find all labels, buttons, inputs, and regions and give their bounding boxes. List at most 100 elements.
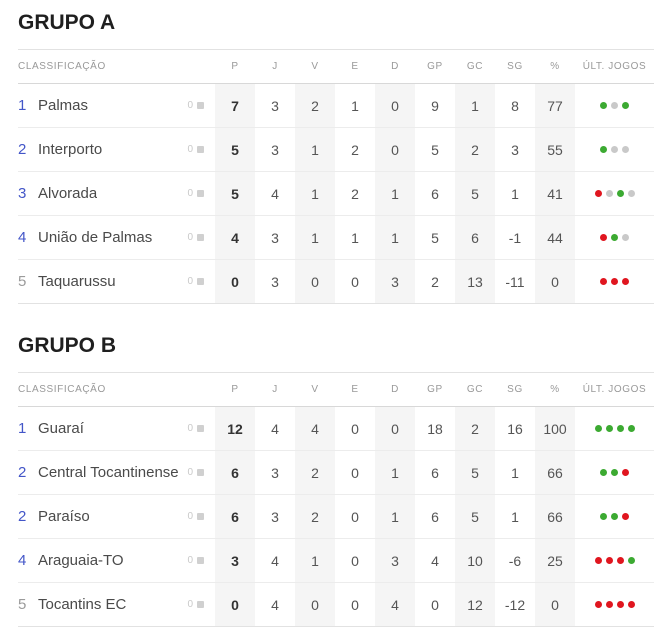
team-cell: 2 Central Tocantinense 0 — [18, 451, 215, 494]
team-name[interactable]: Araguaia-TO — [38, 552, 124, 569]
column-header-d: D — [391, 384, 399, 395]
team-row: 1 Palmas 0 7 3 2 1 0 9 1 8 77 — [18, 84, 654, 128]
stat-gc: 13 — [455, 260, 495, 303]
team-rank: 5 — [18, 273, 27, 290]
stat-e: 0 — [351, 552, 359, 569]
team-name[interactable]: Tocantins EC — [38, 596, 127, 613]
stat-gc: 6 — [455, 216, 495, 259]
position-variation: 0 — [187, 232, 215, 243]
win-dot — [611, 234, 618, 241]
team-rank: 1 — [18, 97, 27, 114]
stat-v: 0 — [295, 260, 335, 303]
stat-e: 0 — [351, 508, 359, 525]
win-dot — [600, 469, 607, 476]
loss-dot — [616, 601, 624, 608]
variation-value: 0 — [187, 232, 193, 243]
column-header-pct: % — [550, 61, 560, 72]
stat-p: 5 — [215, 128, 255, 171]
loss-dot — [622, 278, 629, 285]
stat-j: 3 — [271, 229, 279, 246]
stat-pct: 100 — [535, 407, 575, 450]
column-header-p: P — [231, 384, 239, 395]
win-dot — [611, 469, 618, 476]
last-games-dots — [575, 407, 654, 450]
variation-value: 0 — [187, 276, 193, 287]
column-header-j: J — [272, 384, 278, 395]
team-name[interactable]: União de Palmas — [38, 229, 153, 246]
win-dot — [616, 190, 624, 197]
stat-gc: 2 — [455, 128, 495, 171]
stat-e: 0 — [351, 273, 359, 290]
stat-sg: 8 — [511, 97, 519, 114]
column-header-gc: GC — [466, 61, 484, 72]
stat-j: 3 — [271, 273, 279, 290]
column-header-d: D — [391, 61, 399, 72]
variation-value: 0 — [187, 423, 193, 434]
variation-value: 0 — [187, 144, 193, 155]
stat-sg: 1 — [511, 508, 519, 525]
loss-dot — [594, 190, 602, 197]
loss-dot — [600, 278, 607, 285]
team-rank: 5 — [18, 596, 27, 613]
win-dot — [594, 425, 602, 432]
stat-gc: 1 — [455, 84, 495, 127]
stat-gc: 5 — [455, 495, 495, 538]
variation-value: 0 — [187, 599, 193, 610]
team-name[interactable]: Paraíso — [38, 508, 90, 525]
stat-d: 0 — [375, 84, 415, 127]
stat-gp: 6 — [431, 464, 439, 481]
no-change-icon — [197, 469, 204, 476]
team-name[interactable]: Palmas — [38, 97, 89, 114]
team-name[interactable]: Alvorada — [38, 185, 98, 202]
position-variation: 0 — [187, 467, 215, 478]
team-name[interactable]: Central Tocantinense — [38, 464, 179, 481]
team-cell: 5 Taquarussu 0 — [18, 260, 215, 303]
last-games-dots — [575, 451, 654, 494]
stat-pct: 66 — [535, 451, 575, 494]
draw-dot — [611, 146, 618, 153]
variation-value: 0 — [187, 100, 193, 111]
no-change-icon — [197, 146, 204, 153]
column-header-gp: GP — [427, 61, 443, 72]
win-dot — [622, 102, 629, 109]
stat-pct: 44 — [535, 216, 575, 259]
stat-sg: -1 — [508, 229, 522, 246]
stat-p: 4 — [215, 216, 255, 259]
no-change-icon — [197, 425, 204, 432]
column-header-last-games: ÚLT. JOGOS — [582, 384, 647, 395]
column-header-pct: % — [550, 384, 560, 395]
win-dot — [600, 102, 607, 109]
stat-gc: 12 — [455, 583, 495, 626]
stat-p: 3 — [215, 539, 255, 582]
stat-v: 1 — [295, 172, 335, 215]
stat-pct: 77 — [535, 84, 575, 127]
stat-gp: 5 — [431, 229, 439, 246]
stat-v: 0 — [295, 583, 335, 626]
stat-j: 4 — [271, 420, 279, 437]
team-cell: 2 Paraíso 0 — [18, 495, 215, 538]
stat-e: 0 — [351, 464, 359, 481]
team-rank: 2 — [18, 141, 27, 158]
stat-j: 4 — [271, 596, 279, 613]
stat-d: 3 — [375, 260, 415, 303]
stat-p: 7 — [215, 84, 255, 127]
position-variation: 0 — [187, 423, 215, 434]
team-name[interactable]: Guaraí — [38, 420, 84, 437]
stat-v: 4 — [295, 407, 335, 450]
stat-pct: 0 — [535, 260, 575, 303]
team-row: 4 Araguaia-TO 0 3 4 1 0 3 4 10 -6 25 — [18, 539, 654, 583]
stat-v: 2 — [295, 451, 335, 494]
stat-sg: 16 — [507, 420, 523, 437]
team-row: 2 Paraíso 0 6 3 2 0 1 6 5 1 66 — [18, 495, 654, 539]
stat-gp: 6 — [431, 508, 439, 525]
team-name[interactable]: Interporto — [38, 141, 103, 158]
stat-d: 4 — [375, 583, 415, 626]
no-change-icon — [197, 513, 204, 520]
column-header-v: V — [311, 61, 319, 72]
win-dot — [627, 557, 635, 564]
draw-dot — [605, 190, 613, 197]
stat-e: 2 — [351, 185, 359, 202]
stat-p: 12 — [215, 407, 255, 450]
team-name[interactable]: Taquarussu — [38, 273, 116, 290]
